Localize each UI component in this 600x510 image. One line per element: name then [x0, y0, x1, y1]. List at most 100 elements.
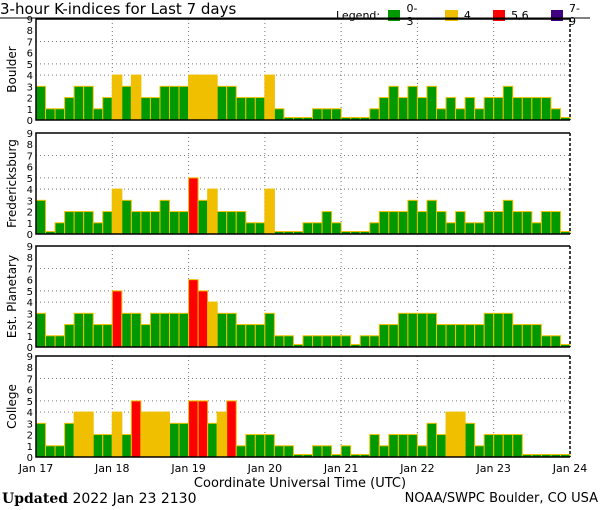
y-tick-label: 3	[27, 196, 33, 207]
kindex-bar	[273, 108, 285, 121]
y-tick-label: 2	[27, 208, 33, 219]
kindex-bar	[264, 74, 275, 121]
kindex-bar	[216, 312, 228, 348]
kindex-bar	[493, 211, 504, 235]
y-tick-label: 6	[27, 49, 33, 60]
kindex-bar	[264, 434, 275, 458]
kindex-bar	[130, 74, 142, 121]
kindex-bar	[550, 211, 561, 235]
kindex-bar	[388, 434, 399, 458]
x-tick-label: Jan 17	[18, 462, 53, 475]
kindex-bar	[254, 222, 266, 235]
y-tick-label: 9	[27, 15, 33, 26]
kindex-bar	[169, 211, 180, 235]
kindex-bar	[312, 335, 323, 348]
kindex-bar	[436, 211, 447, 235]
kindex-bar	[35, 312, 47, 348]
kindex-bar	[483, 312, 495, 348]
y-tick-label: 1	[27, 442, 33, 453]
y-tick-label: 4	[27, 185, 33, 196]
kindex-bar	[455, 108, 466, 121]
y-tick-label: 0	[27, 116, 33, 127]
kindex-bar	[169, 312, 180, 348]
x-tick-label: Jan 22	[399, 462, 434, 475]
kindex-bar	[426, 85, 438, 121]
kindex-bar	[321, 445, 333, 458]
kindex-bar	[331, 335, 342, 348]
kindex-bar	[531, 97, 542, 121]
kindex-bar	[445, 222, 457, 235]
kindex-bar	[378, 445, 390, 458]
kindex-bar	[140, 211, 151, 235]
kindex-bar	[436, 108, 447, 121]
kindex-bar	[321, 335, 333, 348]
legend-swatch-0-3	[388, 9, 401, 21]
kindex-bar	[388, 324, 399, 348]
x-tick-label: Jan 18	[94, 462, 129, 475]
kindex-bar	[45, 108, 56, 121]
kindex-bar	[540, 335, 552, 348]
kindex-bar	[111, 290, 123, 348]
kindex-bar	[483, 211, 495, 235]
kindex-bar	[493, 312, 504, 348]
legend-swatch-7-9	[550, 9, 563, 21]
panel-label: Boulder	[5, 46, 19, 93]
kindex-bar	[54, 335, 66, 348]
kindex-bar	[397, 97, 409, 121]
kindex-bar	[493, 434, 504, 458]
kindex-bar	[340, 335, 352, 348]
kindex-bar	[426, 312, 438, 348]
y-tick-label: 9	[27, 242, 33, 253]
panel-label: College	[5, 384, 19, 429]
x-tick-label: Jan 19	[170, 462, 205, 475]
kindex-bar	[73, 85, 85, 121]
kindex-bar	[283, 445, 294, 458]
kindex-bar	[188, 279, 199, 348]
kindex-bar	[197, 290, 209, 348]
kindex-bar	[35, 422, 47, 458]
kindex-bar	[550, 335, 561, 348]
legend-swatch-4	[445, 9, 458, 21]
kindex-bar	[464, 222, 476, 235]
kindex-bar	[54, 108, 66, 121]
y-tick-label: 7	[27, 374, 33, 385]
kindex-bar	[197, 199, 209, 235]
kindex-bar	[474, 445, 485, 458]
kindex-bar	[178, 85, 190, 121]
y-tick-label: 3	[27, 82, 33, 93]
kindex-bar	[73, 411, 85, 458]
kindex-bar	[102, 324, 113, 348]
x-tick-label: Jan 23	[475, 462, 510, 475]
x-tick-label: Jan 21	[323, 462, 358, 475]
kindex-bar	[111, 411, 123, 458]
y-tick-label: 1	[27, 219, 33, 230]
kindex-bar	[149, 411, 161, 458]
kindex-bar	[455, 211, 466, 235]
kindex-bar	[426, 422, 438, 458]
kindex-bar	[474, 108, 485, 121]
kindex-bar	[378, 324, 390, 348]
kindex-bar	[226, 400, 237, 458]
kindex-bar	[407, 312, 418, 348]
kindex-bar	[92, 434, 104, 458]
panel-frame	[35, 18, 570, 121]
panel-label: Est. Planetary	[5, 255, 19, 338]
kindex-bar	[407, 434, 418, 458]
kindex-bar	[245, 222, 256, 235]
kindex-bar	[216, 211, 228, 235]
kindex-bar	[216, 85, 228, 121]
kindex-bar	[455, 411, 466, 458]
kindex-bar	[254, 97, 266, 121]
kindex-bar	[64, 324, 75, 348]
kindex-bar	[312, 222, 323, 235]
kindex-bar	[397, 434, 409, 458]
kindex-bar	[140, 97, 151, 121]
kindex-bar	[207, 422, 218, 458]
kindex-bar	[121, 312, 132, 348]
kindex-bar	[502, 85, 514, 121]
kindex-bar	[540, 211, 552, 235]
kindex-bar	[445, 411, 457, 458]
kindex-bar	[207, 188, 218, 235]
